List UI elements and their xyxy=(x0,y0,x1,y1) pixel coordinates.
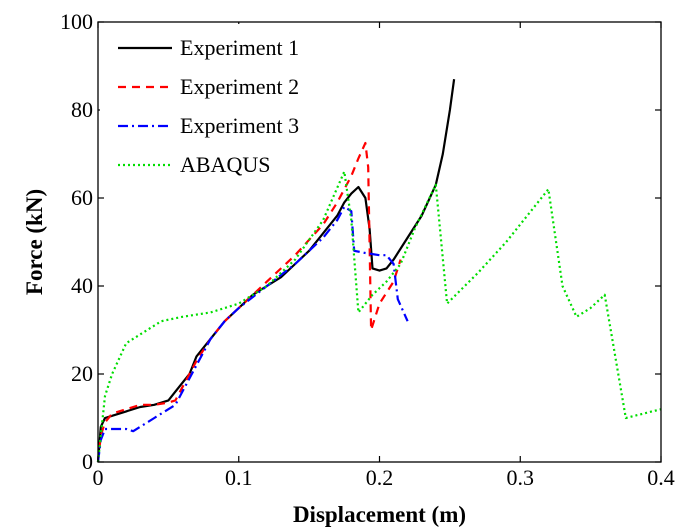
axis-ticks: 0 0.1 0.2 0.3 0.4 0 20 40 60 80 100 xyxy=(60,9,675,490)
series-lines xyxy=(96,79,662,463)
x-tick-label-3: 0.3 xyxy=(507,465,535,490)
y-axis-label: Force (kN) xyxy=(22,189,47,295)
y-tick-label-2: 40 xyxy=(71,273,93,298)
y-tick-label-4: 80 xyxy=(71,97,93,122)
legend-label-3: Experiment 3 xyxy=(180,113,299,138)
series-line-4 xyxy=(96,170,662,463)
x-tick-label-0: 0 xyxy=(93,465,104,490)
legend: Experiment 1 Experiment 2 Experiment 3 ABAQ… xyxy=(100,24,305,184)
x-tick-label-1: 0.1 xyxy=(225,465,253,490)
y-tick-label-1: 20 xyxy=(71,361,93,386)
legend-box xyxy=(100,24,305,184)
x-tick-label-4: 0.4 xyxy=(647,465,675,490)
y-tick-label-0: 0 xyxy=(82,449,93,474)
y-tick-label-5: 100 xyxy=(60,9,93,34)
legend-label-2: Experiment 2 xyxy=(180,74,299,99)
series-line-3 xyxy=(96,205,409,463)
legend-label-1: Experiment 1 xyxy=(180,35,299,60)
x-axis-label: Displacement (m) xyxy=(293,502,466,527)
y-tick-label-3: 60 xyxy=(71,185,93,210)
x-tick-label-2: 0.2 xyxy=(366,465,394,490)
legend-label-4: ABAQUS xyxy=(180,152,270,177)
